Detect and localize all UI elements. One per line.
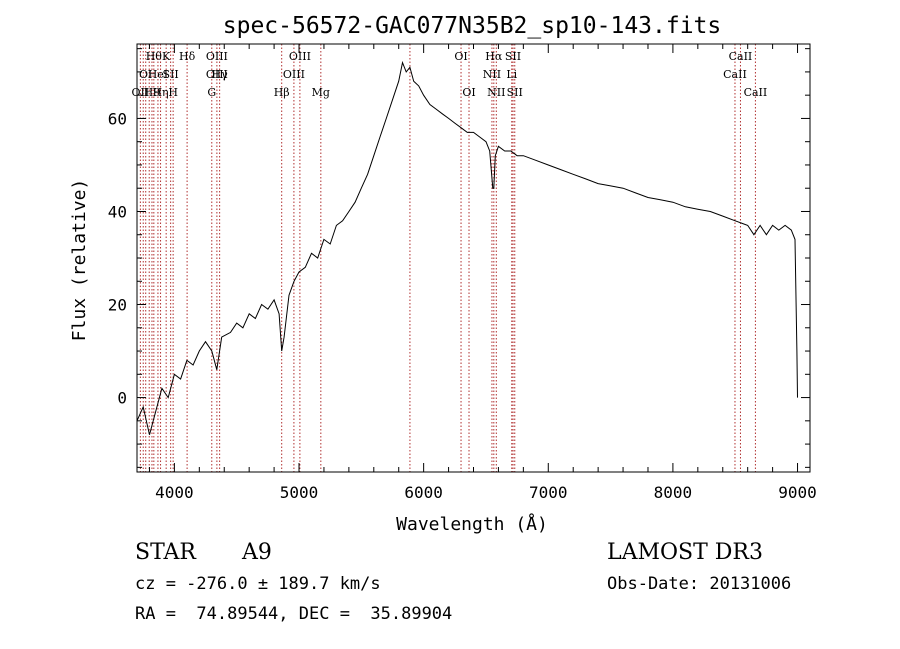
line-label-7-0: Hη: [152, 86, 168, 99]
emission-line-markers: [139, 44, 756, 472]
y-axis-label: Flux (relative): [69, 179, 90, 342]
x-tick-label-4000: 4000: [155, 483, 194, 502]
line-label-13-1: OIII: [206, 68, 228, 81]
line-label-15-0: Hβ: [274, 86, 290, 99]
flux-series-line: [136, 60, 798, 435]
line-label-17-0: OIII: [289, 50, 311, 63]
object-class: STAR: [135, 540, 196, 565]
plot-frame: [136, 43, 811, 473]
line-label-5-0: Hθ: [146, 50, 163, 63]
y-tick-label-40: 40: [108, 202, 127, 221]
line-label-25-0: Li: [506, 68, 517, 81]
line-label-24-0: NII: [487, 86, 505, 99]
chart-title: spec-56572-GAC077N35B2_sp10-143.fits: [223, 13, 722, 39]
line-label-21-0: OI: [462, 86, 475, 99]
x-tick-label-8000: 8000: [654, 483, 693, 502]
sky-coordinates: RA = 74.89544, DEC = 35.89904: [135, 604, 453, 624]
observation-date: Obs-Date: 20131006: [607, 574, 792, 594]
line-label-30-0: CaII: [744, 86, 768, 99]
line-label-16-0: OIII: [283, 68, 305, 81]
survey-name: LAMOST DR3: [607, 540, 763, 565]
redshift-cz: cz = -276.0 ± 189.7 km/s: [135, 574, 381, 594]
y-tick-label-60: 60: [108, 109, 127, 128]
line-label-10-0: H: [168, 86, 178, 99]
x-axis-ticks: 4000 5000 6000 7000 8000 9000: [148, 44, 817, 502]
line-label-29-0: CaII: [729, 50, 753, 63]
line-label-27-0: SII: [507, 86, 523, 99]
x-tick-label-5000: 5000: [280, 483, 319, 502]
line-label-6-0: HeI: [148, 68, 168, 81]
line-label-20-0: OI: [454, 50, 467, 63]
line-label-0-0: OII: [132, 86, 150, 99]
line-label-11-0: Hδ: [179, 50, 196, 63]
x-tick-label-7000: 7000: [529, 483, 568, 502]
x-axis-label: Wavelength (Å): [396, 513, 548, 535]
line-label-26-0: SII: [505, 50, 521, 63]
x-tick-label-9000: 9000: [778, 483, 817, 502]
emission-line-labels: OIIOIH9HθHeIHηKSIIHHδGOIIIOIIIHγHβOIIIOI…: [132, 50, 768, 99]
line-label-22-0: NII: [483, 68, 501, 81]
x-tick-label-6000: 6000: [404, 483, 443, 502]
y-tick-label-0: 0: [117, 389, 127, 408]
line-label-13-0: OIII: [206, 50, 228, 63]
line-label-8-0: K: [162, 50, 171, 63]
line-label-12-0: G: [207, 86, 216, 99]
line-label-18-0: Mg: [312, 86, 330, 99]
line-label-23-0: Hα: [485, 50, 503, 63]
y-axis-ticks: 0 20 40 60: [108, 48, 810, 468]
line-label-4-0: H9: [144, 86, 161, 99]
object-subclass: A9: [242, 540, 272, 565]
line-label-9-0: SII: [163, 68, 179, 81]
line-label-14-0: Hγ: [212, 68, 229, 81]
line-label-28-0: CaII: [723, 68, 747, 81]
line-label-2-0: OI: [139, 68, 152, 81]
y-tick-label-20: 20: [108, 296, 127, 315]
